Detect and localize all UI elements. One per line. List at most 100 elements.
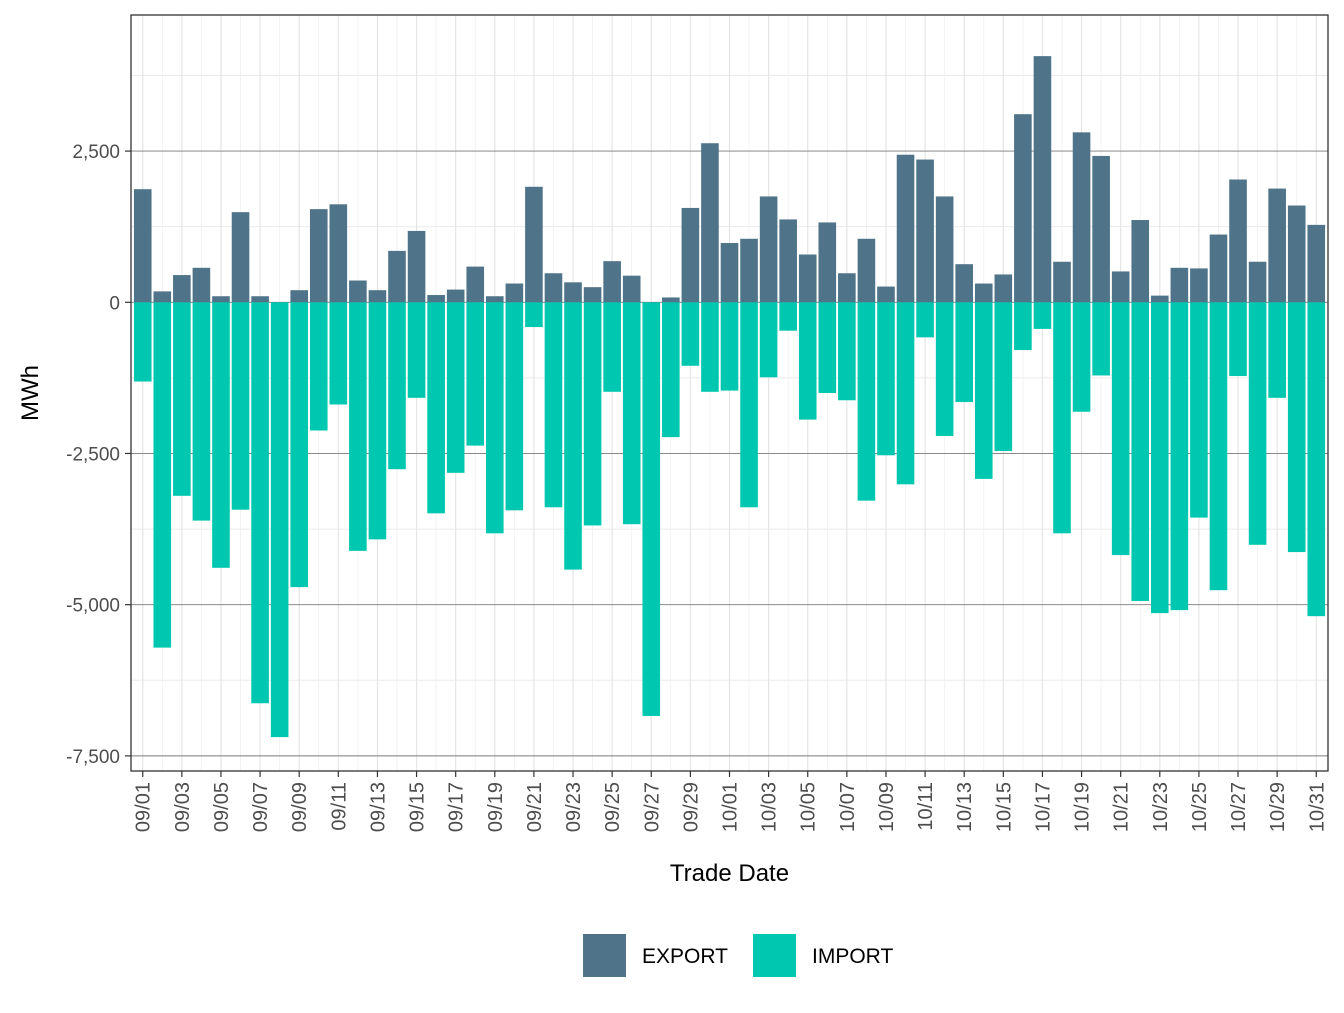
bar-import-09-22 <box>544 302 563 508</box>
x-tick-label: 09/25 <box>602 782 624 832</box>
bar-import-10-18 <box>1053 302 1071 534</box>
bar-import-09-29 <box>681 302 700 366</box>
bar-import-10-11 <box>916 302 934 338</box>
bar-export-10-19 <box>1072 132 1091 303</box>
bar-export-10-05 <box>798 254 817 303</box>
bar-import-10-05 <box>798 302 817 420</box>
bar-import-10-25 <box>1190 302 1208 518</box>
x-tick-label: 10/05 <box>798 782 820 832</box>
bar-import-10-17 <box>1033 302 1052 329</box>
bars-layer <box>133 56 1326 738</box>
legend-swatch-import <box>753 934 796 977</box>
x-tick-label: 10/29 <box>1267 782 1289 832</box>
x-tick-label: 10/07 <box>837 782 859 832</box>
bar-import-10-31 <box>1307 302 1326 617</box>
bar-import-09-28 <box>662 302 680 438</box>
legend-swatch-export <box>583 934 626 977</box>
x-tick-label: 10/13 <box>954 782 976 832</box>
bar-import-09-07 <box>251 302 269 704</box>
bar-import-10-03 <box>759 302 778 378</box>
legend-label-export: EXPORT <box>642 945 728 968</box>
bar-export-10-11 <box>916 159 934 303</box>
y-tick-label: -2,500 <box>66 444 120 465</box>
bar-export-09-30 <box>701 143 719 303</box>
bar-export-09-15 <box>407 230 426 303</box>
x-tick-label: 10/27 <box>1228 782 1250 832</box>
bar-import-10-08 <box>857 302 876 501</box>
x-tick-label: 10/31 <box>1306 782 1328 832</box>
bar-export-10-22 <box>1131 220 1150 303</box>
bar-export-10-31 <box>1307 224 1326 303</box>
bar-export-09-19 <box>485 296 504 303</box>
bar-import-09-24 <box>583 302 602 526</box>
bar-export-09-09 <box>290 290 309 303</box>
bar-export-10-20 <box>1092 155 1110 303</box>
bar-import-10-20 <box>1092 302 1110 376</box>
x-axis: 09/01 09/03 09/05 09/07 09/09 09/11 09/13 09/15… <box>133 771 1328 832</box>
bar-import-10-22 <box>1131 302 1150 602</box>
bar-import-10-02 <box>740 302 758 508</box>
bar-export-09-20 <box>505 283 524 303</box>
bar-export-10-10 <box>896 154 915 303</box>
x-tick-label: 09/09 <box>289 782 311 832</box>
bar-export-09-03 <box>173 275 191 303</box>
bar-export-10-30 <box>1287 205 1306 303</box>
x-tick-label: 09/07 <box>250 782 272 832</box>
bar-export-10-14 <box>974 283 993 303</box>
bar-import-09-30 <box>701 302 719 392</box>
bar-export-09-22 <box>544 273 563 303</box>
bar-export-10-09 <box>877 286 895 303</box>
bar-export-10-28 <box>1248 261 1267 303</box>
bar-import-10-10 <box>896 302 915 485</box>
bar-export-10-16 <box>1014 114 1032 303</box>
bar-export-09-05 <box>212 296 230 303</box>
bar-import-10-19 <box>1072 302 1091 412</box>
bar-export-09-23 <box>564 282 582 303</box>
bar-export-10-21 <box>1111 271 1130 303</box>
x-axis-title: Trade Date <box>670 860 789 887</box>
bar-import-09-05 <box>212 302 230 568</box>
bar-import-09-13 <box>368 302 387 540</box>
bar-import-10-15 <box>994 302 1013 452</box>
bar-import-10-13 <box>955 302 974 403</box>
x-tick-label: 09/03 <box>172 782 194 832</box>
bar-import-09-15 <box>407 302 426 398</box>
bar-import-09-14 <box>388 302 406 470</box>
y-tick-label: 2,500 <box>72 142 120 163</box>
bar-import-10-14 <box>974 302 993 479</box>
x-tick-label: 10/17 <box>1032 782 1054 832</box>
x-tick-label: 10/15 <box>993 782 1015 832</box>
bar-export-09-14 <box>388 250 406 303</box>
bar-export-09-21 <box>525 186 543 303</box>
bar-import-09-06 <box>231 302 250 510</box>
x-tick-label: 09/19 <box>485 782 507 832</box>
x-tick-label: 10/19 <box>1072 782 1094 832</box>
bar-export-10-25 <box>1190 268 1208 303</box>
bar-export-09-17 <box>446 289 465 303</box>
bar-export-09-12 <box>349 280 367 303</box>
bar-import-10-16 <box>1014 302 1032 351</box>
bar-import-10-28 <box>1248 302 1267 545</box>
x-tick-label: 09/15 <box>407 782 429 832</box>
bar-export-09-28 <box>662 297 680 303</box>
bar-export-09-07 <box>251 296 269 303</box>
bar-import-10-01 <box>720 302 739 391</box>
bar-export-10-04 <box>779 219 797 303</box>
x-tick-label: 10/21 <box>1111 782 1133 832</box>
y-axis-title: MWh <box>17 365 44 421</box>
y-axis: -7,500 -5,000 -2,500 0 2,500 <box>66 142 131 768</box>
bar-import-09-02 <box>153 302 172 648</box>
bar-import-10-04 <box>779 302 797 331</box>
bar-export-10-01 <box>720 243 739 303</box>
bar-export-10-02 <box>740 238 758 303</box>
bar-import-10-21 <box>1111 302 1130 556</box>
bar-export-09-02 <box>153 291 172 303</box>
bar-export-09-11 <box>329 204 348 303</box>
bar-import-10-09 <box>877 302 895 456</box>
x-tick-label: 09/21 <box>524 782 546 832</box>
bar-import-09-27 <box>642 302 661 716</box>
bar-export-09-10 <box>309 209 328 303</box>
bar-import-10-26 <box>1209 302 1228 591</box>
